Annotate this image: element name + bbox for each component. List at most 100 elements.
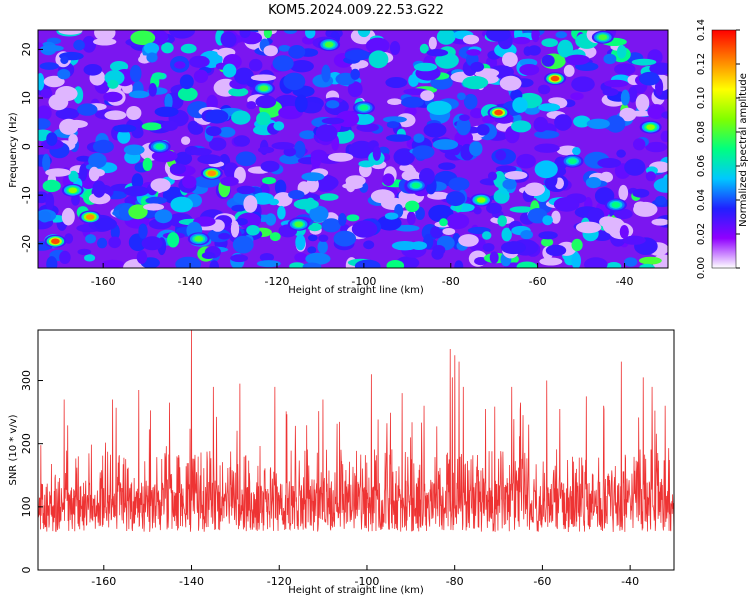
heatmap-cell — [541, 54, 555, 67]
colorbar-tick-label: 0.06 — [696, 155, 707, 177]
heatmap-cell — [393, 148, 415, 166]
heatmap-cell — [510, 113, 522, 123]
heatmap-cell — [42, 153, 51, 172]
heatmap-cell — [469, 141, 483, 157]
heatmap-cell — [138, 223, 148, 239]
heatmap-cell — [246, 225, 260, 236]
heatmap-cell — [602, 88, 619, 97]
colorbar: 0.00 0.02 0.04 0.06 0.08 0.10 0.12 0.14 Normali… — [696, 19, 749, 279]
heatmap-cell — [205, 126, 222, 136]
heatmap-cell — [222, 63, 237, 78]
heatmap-cell — [234, 67, 254, 85]
heatmap-cell — [585, 177, 602, 189]
heatmap-cell — [486, 202, 502, 214]
heatmap-cell — [82, 35, 97, 53]
heatmap-cell — [273, 121, 285, 131]
heatmap-cell — [619, 225, 629, 239]
heatmap-y-tick-label: -10 — [20, 186, 33, 204]
snr-x-tick-label: -160 — [91, 575, 116, 588]
snr-y-tick-label: 100 — [20, 496, 33, 517]
heatmap-cell — [415, 206, 425, 220]
heatmap-cell — [294, 252, 308, 263]
heatmap-cell — [169, 30, 195, 39]
heatmap-cell — [177, 87, 198, 101]
snr-y-tick-label: 0 — [20, 567, 33, 574]
colorbar-tick-label: 0.12 — [696, 53, 707, 75]
heatmap-cell — [614, 63, 636, 76]
heatmap-cell — [294, 94, 308, 113]
heatmap-cell — [370, 189, 395, 204]
snr-panel: -160 -140 -120 -100 -80 -60 -40 0 100 200 300 Hei… — [8, 329, 675, 596]
heatmap-cell — [220, 176, 239, 187]
heatmap-cell — [39, 62, 59, 70]
heatmap-cell — [454, 260, 464, 268]
colorbar-tick-label: 0.04 — [696, 189, 707, 211]
heatmap-cell — [456, 117, 471, 136]
heatmap-cell — [502, 178, 517, 190]
heatmap-y-tick-label: 10 — [20, 91, 33, 105]
heatmap-cell — [563, 64, 575, 77]
heatmap-cell — [123, 185, 149, 197]
heatmap-cell — [534, 130, 560, 139]
heatmap-cell — [92, 139, 114, 154]
heatmap-cell — [301, 172, 325, 182]
heatmap-cell — [246, 101, 257, 110]
heatmap-cell — [382, 116, 407, 123]
heatmap-x-tick-label: -140 — [178, 275, 203, 288]
heatmap-cell — [148, 83, 157, 97]
heatmap-cell — [570, 92, 584, 100]
heatmap-hotspot — [405, 178, 427, 192]
heatmap-cell — [541, 237, 554, 247]
heatmap-hotspot — [200, 166, 223, 180]
heatmap-hotspot — [487, 106, 510, 120]
heatmap-cell — [321, 117, 345, 125]
heatmap-x-tick-label: -120 — [264, 275, 289, 288]
heatmap-cell — [107, 79, 119, 89]
heatmap-cell — [256, 111, 271, 127]
heatmap-cell — [46, 132, 58, 146]
heatmap-cell — [620, 89, 630, 106]
colorbar-gradient — [711, 29, 737, 269]
heatmap-cell — [88, 166, 100, 182]
heatmap-hotspot — [544, 72, 567, 86]
heatmap-cell — [154, 209, 173, 224]
heatmap-cell — [57, 69, 71, 80]
colorbar-tick-label: 0.08 — [696, 121, 707, 143]
heatmap-cell — [619, 107, 637, 122]
heatmap-cell — [193, 69, 209, 84]
heatmap-cell — [130, 30, 156, 46]
heatmap-cell — [408, 74, 419, 87]
heatmap-cell — [151, 72, 165, 80]
heatmap-cell — [307, 222, 322, 232]
snr-x-tick-label: -80 — [446, 575, 464, 588]
heatmap-cell — [463, 93, 478, 110]
heatmap-cell — [534, 143, 560, 153]
colorbar-ticks: 0.00 0.02 0.04 0.06 0.08 0.10 0.12 0.14 — [696, 19, 740, 279]
heatmap-cell — [45, 168, 71, 177]
heatmap-cell — [151, 150, 178, 163]
heatmap-cell — [302, 262, 322, 268]
heatmap-cell — [235, 151, 257, 167]
heatmap-cell — [141, 236, 163, 251]
heatmap-cell — [295, 234, 306, 251]
heatmap-cell — [586, 118, 610, 129]
heatmap-x-tick-label: -80 — [442, 275, 460, 288]
heatmap-x-axis: -160 -140 -120 -100 -80 -60 -40 — [91, 263, 634, 288]
heatmap-cell — [488, 171, 497, 181]
heatmap-cell — [209, 260, 220, 268]
heatmap-cell — [136, 250, 148, 264]
heatmap-y-tick-label: -20 — [20, 235, 33, 253]
snr-frame — [37, 329, 675, 571]
heatmap-cell — [43, 75, 65, 88]
snr-series — [38, 330, 674, 533]
heatmap-cell — [143, 203, 165, 211]
heatmap-cell — [387, 98, 403, 105]
heatmap-cell — [542, 215, 553, 226]
heatmap-y-axis: -20 -10 0 10 20 — [20, 42, 43, 253]
heatmap-cell — [412, 145, 435, 160]
heatmap-cell — [499, 75, 522, 91]
heatmap-cell — [46, 256, 58, 268]
heatmap-cell — [616, 45, 627, 59]
heatmap-cell — [639, 263, 655, 268]
